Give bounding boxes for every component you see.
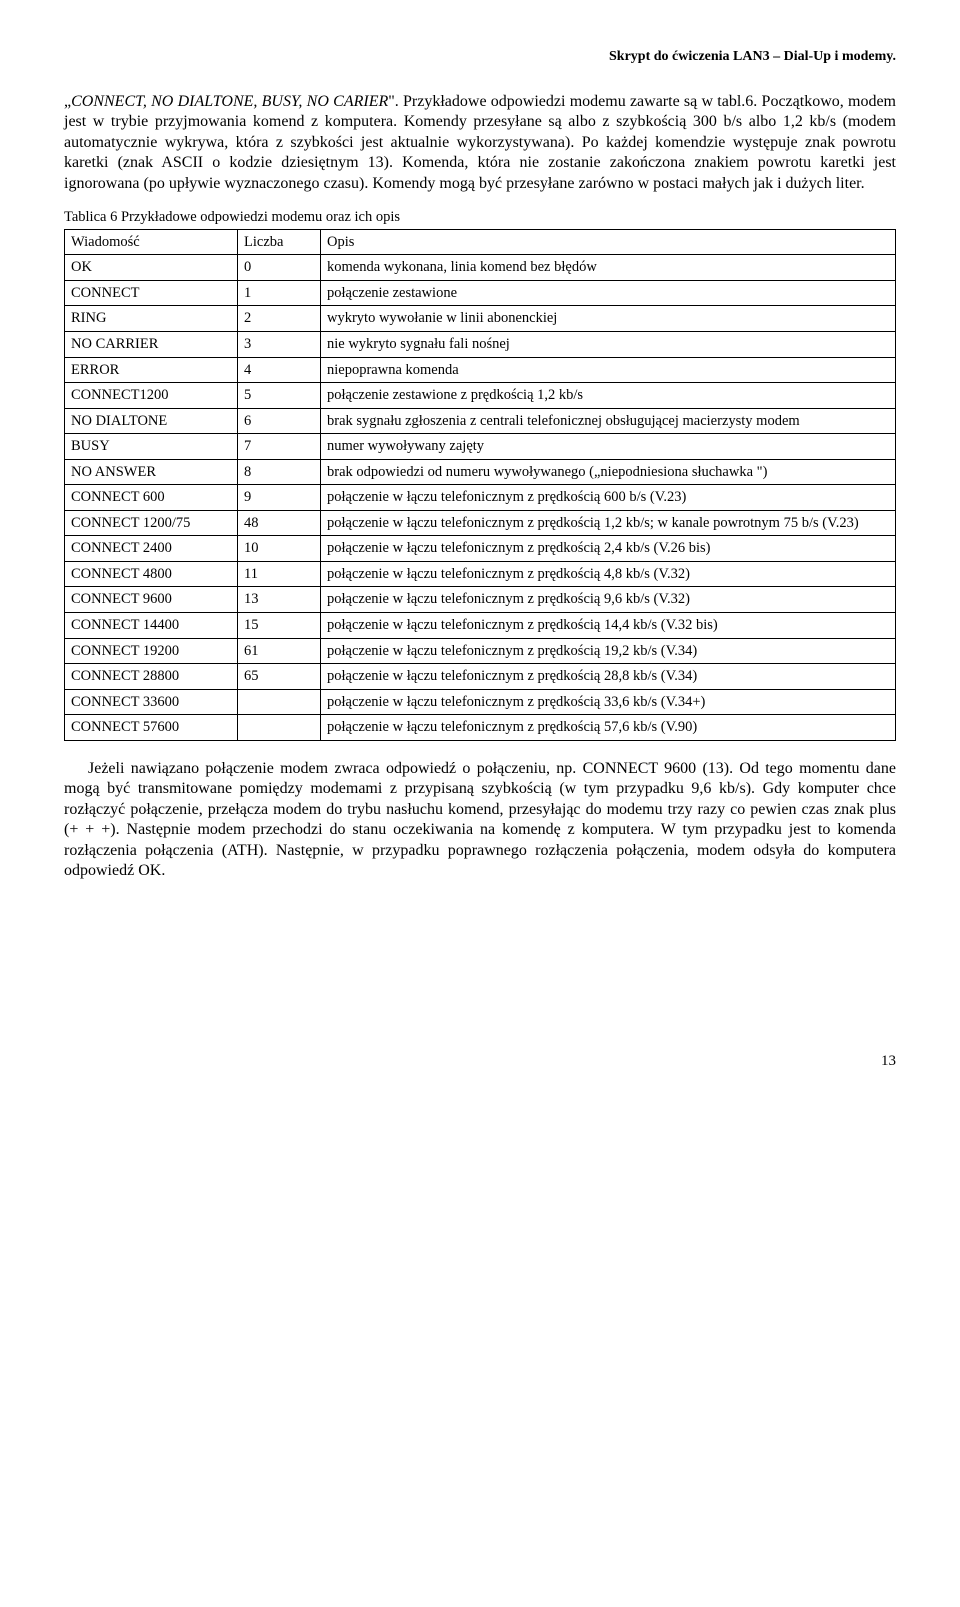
cell-description: numer wywoływany zajęty	[321, 434, 896, 460]
cell-description: wykryto wywołanie w linii abonenckiej	[321, 306, 896, 332]
cell-message: CONNECT	[65, 280, 238, 306]
cell-number: 2	[238, 306, 321, 332]
table-row: CONNECT12005połączenie zestawione z pręd…	[65, 383, 896, 409]
table-row: NO ANSWER8brak odpowiedzi od numeru wywo…	[65, 459, 896, 485]
cell-message: ERROR	[65, 357, 238, 383]
cell-number: 6	[238, 408, 321, 434]
closing-italic-connect: CONNECT 9600 (13)	[583, 760, 730, 777]
cell-number: 3	[238, 331, 321, 357]
cell-description: połączenie w łączu telefonicznym z prędk…	[321, 664, 896, 690]
cell-message: CONNECT 33600	[65, 689, 238, 715]
cell-message: CONNECT 9600	[65, 587, 238, 613]
cell-number: 7	[238, 434, 321, 460]
closing-paragraph: Jeżeli nawiązano połączenie modem zwraca…	[64, 759, 896, 882]
col-header-description: Opis	[321, 229, 896, 255]
cell-message: NO CARRIER	[65, 331, 238, 357]
cell-description: komenda wykonana, linia komend bez błędó…	[321, 255, 896, 281]
cell-description: połączenie w łączu telefonicznym z prędk…	[321, 536, 896, 562]
cell-description: połączenie w łączu telefonicznym z prędk…	[321, 638, 896, 664]
cell-description: brak sygnału zgłoszenia z centrali telef…	[321, 408, 896, 434]
table-row: CONNECT 6009połączenie w łączu telefonic…	[65, 485, 896, 511]
cell-number: 5	[238, 383, 321, 409]
closing-italic-ath: ATH	[227, 842, 258, 859]
cell-message: CONNECT 14400	[65, 613, 238, 639]
cell-description: połączenie zestawione z prędkością 1,2 k…	[321, 383, 896, 409]
cell-description: połączenie w łączu telefonicznym z prędk…	[321, 561, 896, 587]
table-row: CONNECT 240010połączenie w łączu telefon…	[65, 536, 896, 562]
cell-description: niepoprawna komenda	[321, 357, 896, 383]
cell-description: połączenie zestawione	[321, 280, 896, 306]
cell-number: 11	[238, 561, 321, 587]
closing-italic-ok: OK	[138, 862, 161, 879]
intro-italic: CONNECT, NO DIALTONE, BUSY, NO CARIER	[71, 93, 388, 110]
col-header-message: Wiadomość	[65, 229, 238, 255]
table-row: CONNECT1połączenie zestawione	[65, 280, 896, 306]
cell-message: BUSY	[65, 434, 238, 460]
cell-number: 61	[238, 638, 321, 664]
table-row: CONNECT 2880065połączenie w łączu telefo…	[65, 664, 896, 690]
table-row: CONNECT 1200/7548połączenie w łączu tele…	[65, 510, 896, 536]
cell-message: CONNECT 28800	[65, 664, 238, 690]
table-row: CONNECT 1920061połączenie w łączu telefo…	[65, 638, 896, 664]
table-row: BUSY7numer wywoływany zajęty	[65, 434, 896, 460]
cell-message: CONNECT1200	[65, 383, 238, 409]
cell-number	[238, 715, 321, 741]
cell-description: połączenie w łączu telefonicznym z prędk…	[321, 613, 896, 639]
cell-message: CONNECT 600	[65, 485, 238, 511]
cell-number: 1	[238, 280, 321, 306]
cell-description: połączenie w łączu telefonicznym z prędk…	[321, 689, 896, 715]
table-row: NO DIALTONE6brak sygnału zgłoszenia z ce…	[65, 408, 896, 434]
closing-pre: Jeżeli nawiązano połączenie modem zwraca…	[88, 760, 583, 777]
cell-description: połączenie w łączu telefonicznym z prędk…	[321, 485, 896, 511]
intro-paragraph: „CONNECT, NO DIALTONE, BUSY, NO CARIER".…	[64, 92, 896, 194]
cell-message: RING	[65, 306, 238, 332]
cell-message: NO ANSWER	[65, 459, 238, 485]
page-header: Skrypt do ćwiczenia LAN3 – Dial-Up i mod…	[64, 48, 896, 66]
cell-description: połączenie w łączu telefonicznym z prędk…	[321, 510, 896, 536]
cell-number: 13	[238, 587, 321, 613]
cell-number: 48	[238, 510, 321, 536]
table-row: CONNECT 33600 połączenie w łączu telefoni…	[65, 689, 896, 715]
table-row: CONNECT 57600 połączenie w łączu telefoni…	[65, 715, 896, 741]
cell-message: NO DIALTONE	[65, 408, 238, 434]
cell-number: 4	[238, 357, 321, 383]
col-header-number: Liczba	[238, 229, 321, 255]
table-row: CONNECT 480011połączenie w łączu telefon…	[65, 561, 896, 587]
cell-message: CONNECT 2400	[65, 536, 238, 562]
cell-description: połączenie w łączu telefonicznym z prędk…	[321, 587, 896, 613]
cell-number: 0	[238, 255, 321, 281]
cell-description: połączenie w łączu telefonicznym z prędk…	[321, 715, 896, 741]
intro-rest: ". Przykładowe odpowiedzi modemu zawarte…	[388, 93, 757, 110]
table-row: CONNECT 960013połączenie w łączu telefon…	[65, 587, 896, 613]
cell-message: OK	[65, 255, 238, 281]
table-row: CONNECT 1440015połączenie w łączu telefo…	[65, 613, 896, 639]
cell-description: brak odpowiedzi od numeru wywoływanego (…	[321, 459, 896, 485]
cell-number	[238, 689, 321, 715]
closing-end: .	[161, 862, 165, 879]
cell-number: 65	[238, 664, 321, 690]
table-row: OK0komenda wykonana, linia komend bez bł…	[65, 255, 896, 281]
table-row: RING2wykryto wywołanie w linii abonencki…	[65, 306, 896, 332]
cell-message: CONNECT 4800	[65, 561, 238, 587]
table-row: NO CARRIER3nie wykryto sygnału fali nośn…	[65, 331, 896, 357]
cell-description: nie wykryto sygnału fali nośnej	[321, 331, 896, 357]
page-number: 13	[64, 1052, 896, 1071]
cell-number: 10	[238, 536, 321, 562]
cell-message: CONNECT 57600	[65, 715, 238, 741]
cell-number: 9	[238, 485, 321, 511]
modem-responses-table: Wiadomość Liczba Opis OK0komenda wykonan…	[64, 229, 896, 741]
cell-message: CONNECT 19200	[65, 638, 238, 664]
cell-number: 15	[238, 613, 321, 639]
cell-message: CONNECT 1200/75	[65, 510, 238, 536]
cell-number: 8	[238, 459, 321, 485]
table-row: ERROR4niepoprawna komenda	[65, 357, 896, 383]
table-header-row: Wiadomość Liczba Opis	[65, 229, 896, 255]
table-caption: Tablica 6 Przykładowe odpowiedzi modemu …	[64, 208, 896, 227]
